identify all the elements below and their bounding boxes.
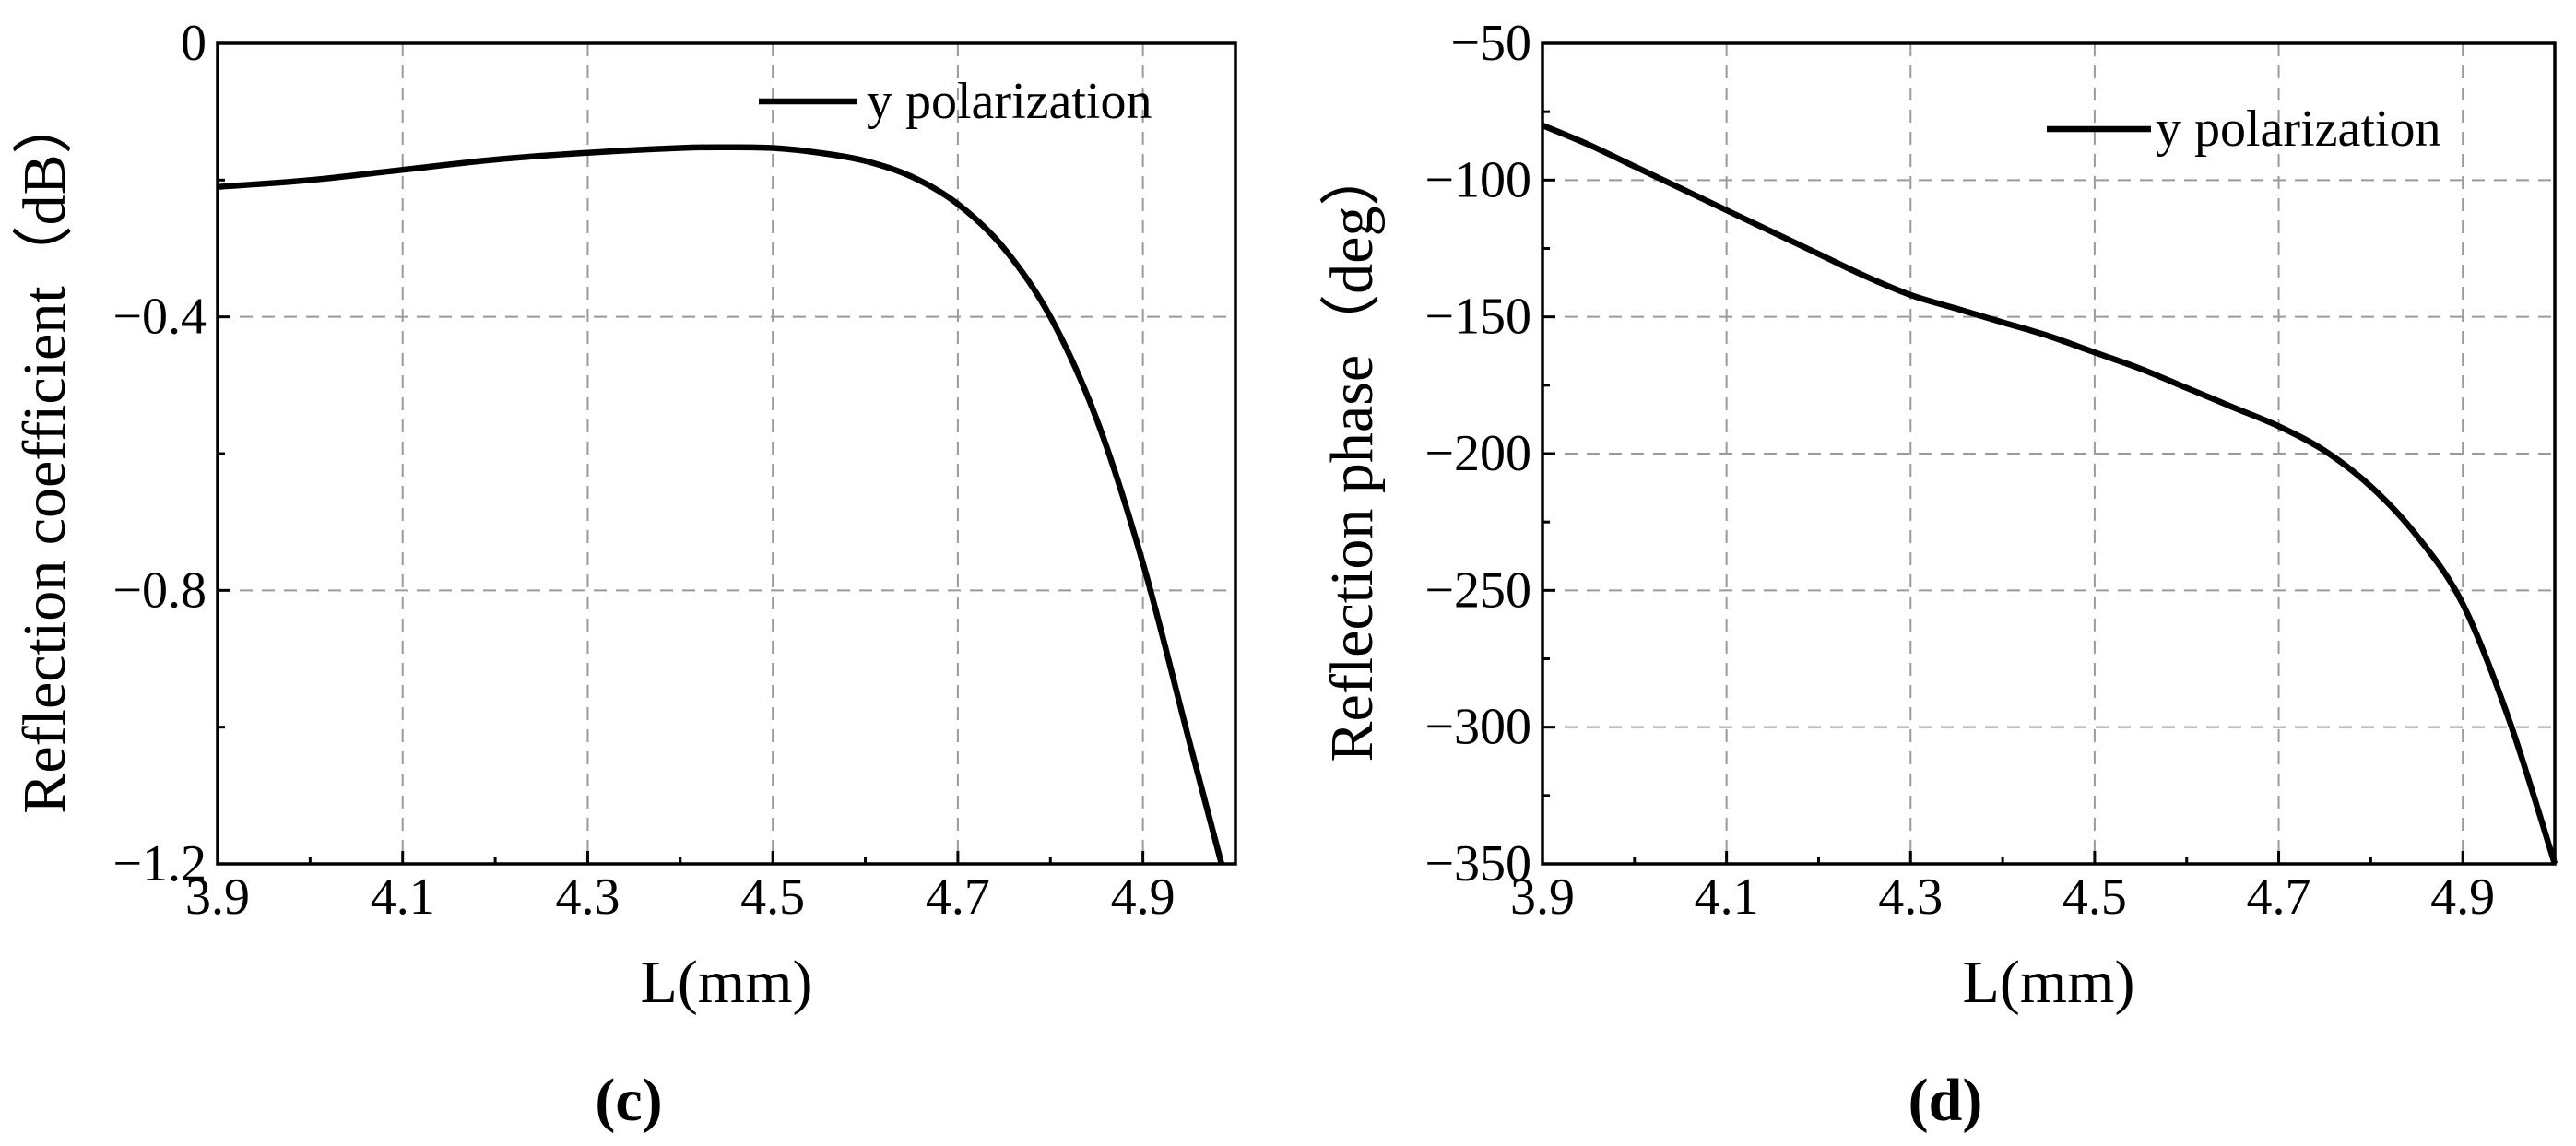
y-tick-label: −300 — [1424, 699, 1531, 756]
legend-d: y polarization — [2047, 100, 2440, 158]
x-tick-label: 4.1 — [1695, 868, 1759, 926]
ticks-d — [1541, 41, 2464, 866]
gridlines-d — [1542, 43, 2555, 864]
x-tick-label: 4.5 — [2062, 868, 2127, 926]
gridlines-c — [218, 43, 1235, 864]
y-tick-label: −150 — [1424, 289, 1531, 346]
y-axis-title-d: Reflection phase（deg） — [1318, 146, 1386, 762]
y-tick-label: −50 — [1450, 15, 1531, 72]
x-tick-label: 4.3 — [555, 868, 620, 926]
y-tick-label: −350 — [1424, 835, 1531, 892]
tick-labels-d: 3.9 4.1 4.3 4.5 4.7 4.9 −50 −100 −150 −200 −250 −30… — [1424, 15, 2495, 926]
x-tick-label: 3.9 — [185, 868, 250, 926]
x-tick-label: 4.7 — [2247, 868, 2311, 926]
y-tick-label: −250 — [1424, 561, 1531, 619]
x-tick-label: 4.1 — [371, 868, 435, 926]
panel-label-d: (d) — [1908, 1067, 1983, 1134]
legend-label-d: y polarization — [2156, 100, 2440, 158]
x-tick-label: 4.3 — [1878, 868, 1943, 926]
y-tick-label: −0.8 — [112, 561, 207, 619]
x-tick-label: 4.7 — [926, 868, 990, 926]
x-tick-label: 4.9 — [1111, 868, 1176, 926]
y-tick-label: 0 — [181, 15, 207, 72]
plot-frame-c — [216, 41, 1237, 866]
tick-labels-c: 3.9 4.1 4.3 4.5 4.7 4.9 0 −0.4 −0.8 −1.2 — [112, 15, 1175, 926]
ticks-c — [216, 41, 1145, 866]
y-tick-label: −0.4 — [112, 289, 207, 346]
legend-label-c: y polarization — [867, 73, 1152, 130]
legend-c: y polarization — [759, 73, 1152, 130]
x-tick-label: 3.9 — [1510, 868, 1575, 926]
y-axis-title-c: Reflection coefficient（dB） — [11, 93, 78, 813]
x-axis-title-c: L(mm) — [641, 949, 813, 1016]
y-tick-label: −1.2 — [112, 835, 207, 892]
series-line-y-polarization-c — [217, 144, 1225, 865]
chart-panel-c: 3.9 4.1 4.3 4.5 4.7 4.9 0 −0.4 −0.8 −1.2 y polari… — [11, 15, 1237, 1134]
panel-label-c: (c) — [595, 1067, 662, 1134]
series-line-y-polarization-d — [1541, 123, 2558, 865]
chart-panel-d: 3.9 4.1 4.3 4.5 4.7 4.9 −50 −100 −150 −200 −250 −30… — [1318, 15, 2558, 1134]
y-tick-label: −200 — [1424, 425, 1531, 482]
x-tick-label: 4.9 — [2430, 868, 2495, 926]
x-tick-label: 4.5 — [740, 868, 805, 926]
plot-frame-d — [1541, 41, 2557, 866]
y-tick-label: −100 — [1424, 151, 1531, 208]
x-axis-title-d: L(mm) — [1963, 949, 2135, 1016]
